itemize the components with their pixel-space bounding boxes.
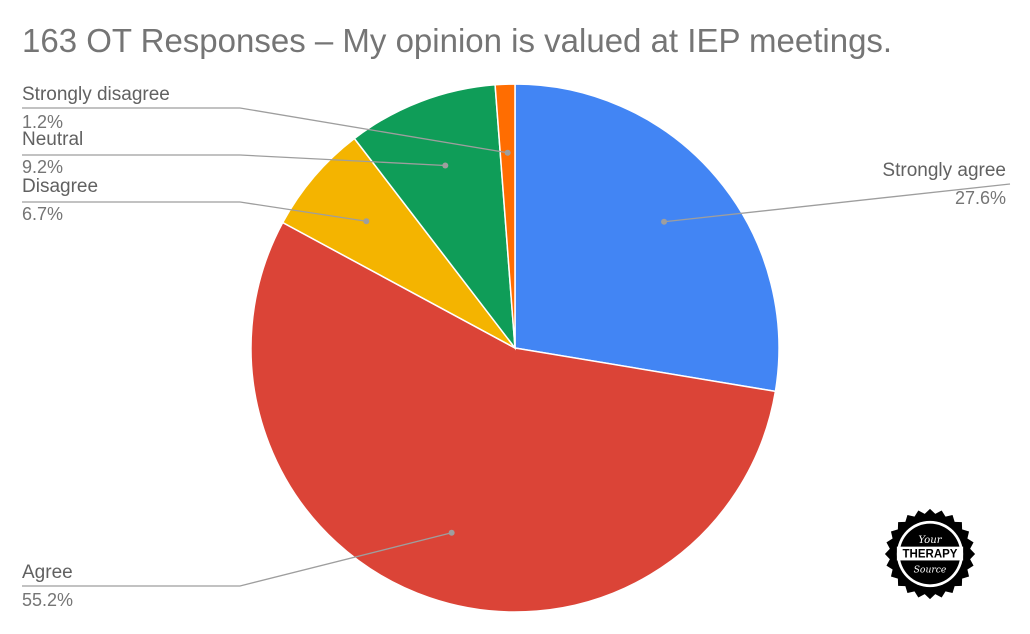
pie-slice-agree (250, 221, 777, 613)
slice-value-strongly-agree: 27.6% (955, 188, 1006, 208)
slice-value-strongly-disagree: 1.2% (22, 112, 63, 132)
slice-label-strongly-agree: Strongly agree (882, 160, 1006, 181)
pie-slices (250, 83, 780, 613)
chart-title: 163 OT Responses – My opinion is valued … (22, 22, 893, 59)
slice-value-disagree: 6.7% (22, 204, 63, 224)
logo-line3: Source (914, 564, 947, 575)
pie-slice-neutral (353, 83, 516, 351)
pie-slice-disagree (281, 137, 516, 349)
slice-label-disagree: Disagree (22, 176, 98, 197)
slice-value-agree: 55.2% (22, 590, 73, 610)
your-therapy-source-logo: Your THERAPY Source (884, 508, 976, 600)
leader-line-strongly-agree (663, 183, 1011, 223)
slice-label-neutral: Neutral (22, 129, 83, 150)
slice-label-agree: Agree (22, 562, 73, 583)
logo-line1: Your (918, 535, 942, 546)
pie-slice-strongly-agree (514, 83, 780, 393)
slice-label-strongly-disagree: Strongly disagree (22, 84, 170, 105)
leader-line-strongly-disagree (22, 107, 508, 154)
pie-labels: Strongly agree 27.6% Agree 55.2% Disagree 6.7… (22, 84, 1011, 610)
leader-line-neutral (22, 154, 446, 167)
leader-line-agree (22, 532, 452, 587)
leader-line-disagree (22, 201, 367, 222)
slice-value-neutral: 9.2% (22, 157, 63, 177)
logo-line2: THERAPY (903, 549, 958, 561)
pie-slice-strongly-disagree (494, 83, 516, 349)
